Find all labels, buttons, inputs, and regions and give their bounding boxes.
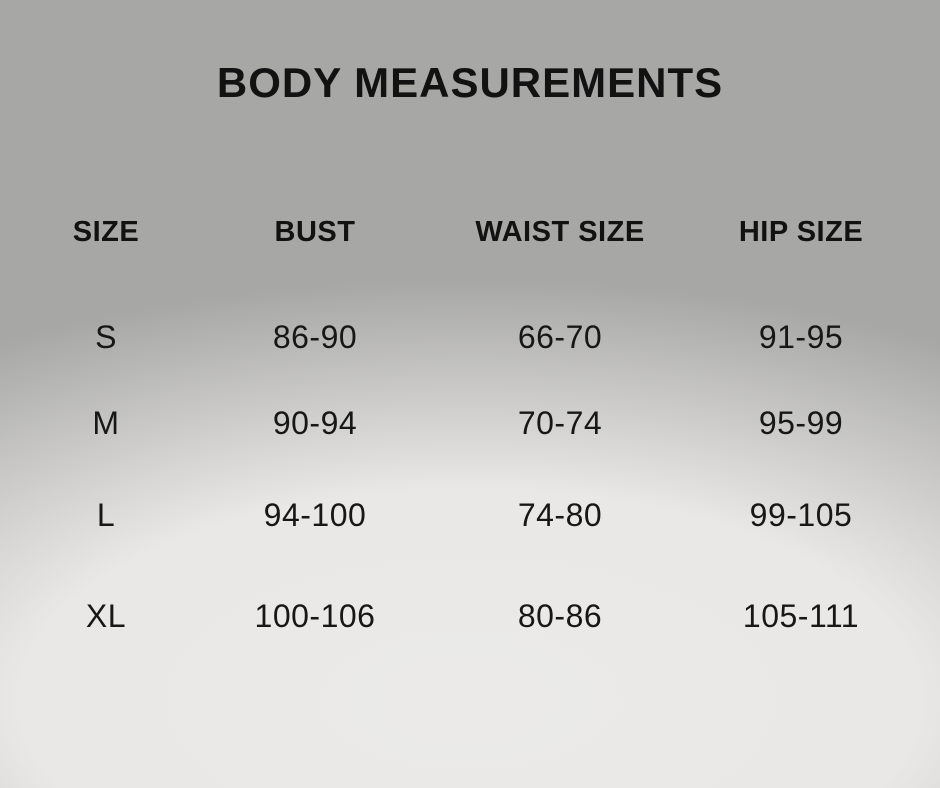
cell-bust: 86-90: [272, 319, 358, 355]
cell-hip: 105-111: [742, 598, 860, 634]
table-row: S 86-90 66-70 91-95: [0, 317, 900, 357]
cell-waist: 70-74: [517, 405, 603, 441]
cell-size: M: [92, 405, 120, 441]
table-row: L 94-100 74-80 99-105: [0, 495, 900, 535]
cell-hip: 95-99: [758, 405, 844, 441]
column-header-bust: BUST: [274, 216, 356, 248]
table-header-row: SIZE BUST WAIST SIZE HIP SIZE: [0, 212, 900, 252]
column-header-waist: WAIST SIZE: [475, 216, 645, 248]
cell-size: XL: [85, 598, 127, 634]
cell-waist: 74-80: [517, 497, 603, 533]
column-header-hip: HIP SIZE: [738, 216, 864, 248]
cell-waist: 80-86: [517, 598, 603, 634]
column-header-size: SIZE: [72, 216, 140, 248]
cell-bust: 94-100: [263, 497, 367, 533]
page-title: BODY MEASUREMENTS: [216, 59, 724, 106]
cell-hip: 91-95: [758, 319, 844, 355]
cell-bust: 90-94: [272, 405, 358, 441]
table-row: M 90-94 70-74 95-99: [0, 403, 900, 443]
cell-waist: 66-70: [517, 319, 603, 355]
cell-size: S: [95, 319, 117, 355]
cell-hip: 99-105: [749, 497, 853, 533]
cell-size: L: [96, 497, 116, 533]
cell-bust: 100-106: [254, 598, 376, 634]
table-row: XL 100-106 80-86 105-111: [0, 596, 900, 636]
